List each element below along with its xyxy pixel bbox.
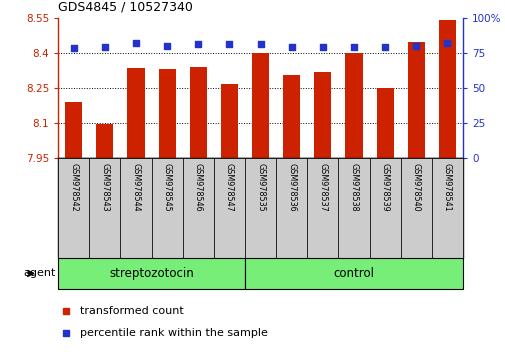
Bar — [314, 73, 331, 158]
Bar — [283, 75, 299, 158]
Text: GSM978539: GSM978539 — [380, 162, 389, 211]
Text: GSM978536: GSM978536 — [287, 162, 295, 211]
Point — [163, 43, 171, 48]
FancyBboxPatch shape — [369, 158, 400, 258]
Bar — [65, 102, 82, 158]
FancyBboxPatch shape — [338, 158, 369, 258]
Text: control: control — [333, 267, 374, 280]
Point — [256, 41, 264, 47]
Point — [132, 40, 140, 46]
Text: GSM978537: GSM978537 — [318, 162, 327, 211]
Point — [318, 44, 326, 50]
Bar — [96, 124, 113, 158]
Text: GSM978547: GSM978547 — [225, 162, 233, 211]
Text: GSM978535: GSM978535 — [256, 162, 265, 211]
Point — [442, 40, 450, 46]
Bar — [407, 42, 424, 158]
FancyBboxPatch shape — [182, 158, 214, 258]
FancyBboxPatch shape — [58, 158, 89, 258]
Bar — [189, 67, 207, 158]
Text: agent: agent — [23, 268, 56, 279]
FancyBboxPatch shape — [276, 158, 307, 258]
FancyBboxPatch shape — [58, 258, 244, 289]
FancyBboxPatch shape — [244, 158, 276, 258]
Text: GSM978546: GSM978546 — [193, 162, 203, 211]
Text: percentile rank within the sample: percentile rank within the sample — [80, 328, 268, 338]
Point — [194, 41, 202, 47]
Bar — [376, 88, 393, 158]
FancyBboxPatch shape — [431, 158, 462, 258]
Point — [100, 44, 109, 50]
Point — [287, 44, 295, 50]
Text: GSM978540: GSM978540 — [411, 162, 420, 211]
Bar — [438, 20, 455, 158]
FancyBboxPatch shape — [120, 158, 152, 258]
Point — [412, 43, 420, 48]
Text: GSM978541: GSM978541 — [442, 162, 451, 211]
FancyBboxPatch shape — [214, 158, 244, 258]
Text: GSM978538: GSM978538 — [349, 162, 358, 211]
Text: streptozotocin: streptozotocin — [109, 267, 193, 280]
Text: GSM978542: GSM978542 — [69, 162, 78, 211]
Bar — [221, 84, 237, 158]
Text: GDS4845 / 10527340: GDS4845 / 10527340 — [58, 1, 193, 14]
Text: GSM978544: GSM978544 — [131, 162, 140, 211]
Point — [349, 44, 358, 50]
Bar — [345, 53, 362, 158]
Bar — [127, 68, 144, 158]
Bar — [251, 53, 269, 158]
Point — [380, 44, 388, 50]
FancyBboxPatch shape — [89, 158, 120, 258]
Text: GSM978545: GSM978545 — [162, 162, 171, 211]
FancyBboxPatch shape — [152, 158, 182, 258]
Text: GSM978543: GSM978543 — [100, 162, 109, 211]
FancyBboxPatch shape — [244, 258, 462, 289]
Text: transformed count: transformed count — [80, 306, 184, 316]
FancyBboxPatch shape — [307, 158, 338, 258]
Point — [70, 46, 78, 51]
Point — [225, 41, 233, 47]
FancyBboxPatch shape — [400, 158, 431, 258]
Bar — [158, 69, 175, 158]
